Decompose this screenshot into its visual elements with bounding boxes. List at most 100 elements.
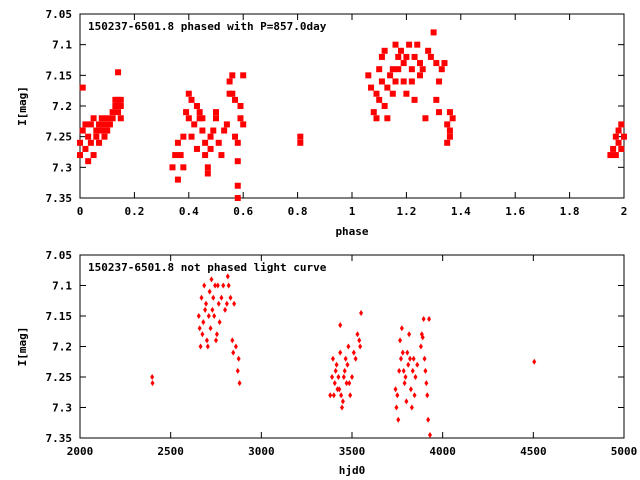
data-point bbox=[197, 325, 202, 332]
data-point bbox=[150, 380, 155, 387]
data-point bbox=[188, 133, 195, 140]
data-points bbox=[77, 29, 627, 201]
x-tick-label: 2000 bbox=[67, 445, 94, 458]
y-tick-label: 7.1 bbox=[52, 39, 72, 52]
data-point bbox=[77, 152, 83, 159]
data-point bbox=[419, 66, 426, 73]
data-point bbox=[208, 325, 213, 332]
data-point bbox=[441, 60, 448, 67]
data-point bbox=[343, 355, 348, 362]
data-point bbox=[392, 78, 399, 85]
data-point bbox=[226, 282, 231, 289]
data-point bbox=[109, 109, 116, 116]
data-point bbox=[235, 367, 240, 374]
data-point bbox=[185, 115, 192, 122]
y-tick-label: 7.2 bbox=[52, 100, 72, 113]
data-point bbox=[212, 313, 217, 319]
data-point bbox=[85, 133, 92, 140]
data-point bbox=[204, 337, 209, 344]
data-point bbox=[115, 69, 122, 76]
data-point bbox=[427, 316, 432, 323]
data-point bbox=[411, 53, 418, 60]
data-point bbox=[414, 41, 421, 48]
data-point bbox=[430, 29, 437, 36]
data-point bbox=[332, 380, 337, 387]
data-point bbox=[96, 139, 103, 146]
data-point bbox=[207, 145, 214, 152]
data-point bbox=[415, 361, 420, 368]
data-point bbox=[403, 53, 410, 60]
data-point bbox=[357, 337, 362, 344]
data-point bbox=[610, 145, 617, 152]
data-point bbox=[90, 152, 97, 159]
data-point bbox=[348, 392, 353, 399]
data-point bbox=[234, 158, 241, 165]
x-tick-label: 2500 bbox=[157, 445, 184, 458]
chart-title: 150237-6501.8 phased with P=857.0day bbox=[88, 20, 327, 33]
data-point bbox=[225, 273, 230, 280]
y-tick-label: 7.05 bbox=[46, 249, 73, 262]
data-point bbox=[402, 380, 407, 387]
data-point bbox=[185, 90, 192, 97]
data-point bbox=[395, 66, 402, 73]
data-point bbox=[199, 294, 204, 301]
data-point bbox=[389, 90, 396, 97]
data-point bbox=[427, 431, 432, 438]
data-point bbox=[426, 416, 431, 423]
data-point bbox=[217, 319, 222, 326]
data-point bbox=[403, 374, 408, 380]
data-point bbox=[226, 78, 233, 85]
data-point bbox=[417, 72, 423, 79]
y-tick-label: 7.1 bbox=[52, 280, 72, 293]
data-point bbox=[400, 60, 407, 67]
data-point bbox=[396, 416, 401, 423]
data-point bbox=[214, 331, 219, 338]
data-point bbox=[365, 72, 372, 79]
data-point bbox=[169, 164, 176, 171]
x-tick-label: 1.4 bbox=[451, 205, 471, 218]
data-point bbox=[420, 334, 425, 341]
data-point bbox=[200, 331, 205, 338]
data-point bbox=[330, 355, 335, 362]
data-point bbox=[221, 127, 228, 134]
data-point bbox=[210, 127, 217, 134]
data-point bbox=[378, 53, 385, 60]
data-point bbox=[232, 96, 239, 103]
data-point bbox=[232, 300, 237, 307]
plot-frame bbox=[79, 13, 625, 199]
data-point bbox=[373, 90, 380, 97]
data-point bbox=[117, 103, 124, 109]
y-axis-label: I[mag] bbox=[16, 86, 29, 126]
x-tick-label: 3500 bbox=[339, 445, 366, 458]
data-point bbox=[433, 96, 440, 103]
x-tick-label: 1.6 bbox=[505, 205, 525, 218]
data-point bbox=[330, 374, 335, 380]
data-point bbox=[180, 164, 187, 171]
data-point bbox=[333, 367, 338, 374]
phased-light-curve-panel: 0 0.2 0.4 0.6 0.8 1 1.2 1.4 1.6 1.8 2 7.05 7.1 7.15 7.… bbox=[16, 8, 627, 238]
data-point bbox=[401, 367, 406, 374]
data-point bbox=[207, 288, 212, 295]
data-point bbox=[236, 355, 241, 362]
data-point bbox=[218, 152, 225, 159]
data-point bbox=[344, 380, 349, 387]
data-point bbox=[224, 300, 229, 307]
data-point bbox=[219, 294, 224, 301]
x-tick-label: 0.2 bbox=[124, 205, 144, 218]
data-point bbox=[198, 343, 203, 350]
data-point bbox=[211, 294, 216, 301]
data-point bbox=[204, 170, 211, 177]
axis-ticks: 0 0.2 0.4 0.6 0.8 1 1.2 1.4 1.6 1.8 2 7.05 7.1 7.15 7.… bbox=[46, 8, 628, 218]
data-point bbox=[403, 90, 410, 97]
data-point bbox=[93, 127, 100, 134]
axis-ticks: 2000 2500 3000 3500 4000 4500 5000 7.05 7.1 7.15 7… bbox=[46, 249, 638, 458]
data-points bbox=[150, 273, 537, 438]
y-tick-label: 7.05 bbox=[46, 8, 73, 21]
data-point bbox=[98, 127, 105, 134]
data-point bbox=[117, 96, 124, 103]
data-point bbox=[408, 355, 413, 362]
data-point bbox=[423, 367, 428, 374]
x-tick-label: 4000 bbox=[429, 445, 456, 458]
y-tick-label: 7.35 bbox=[46, 432, 73, 445]
